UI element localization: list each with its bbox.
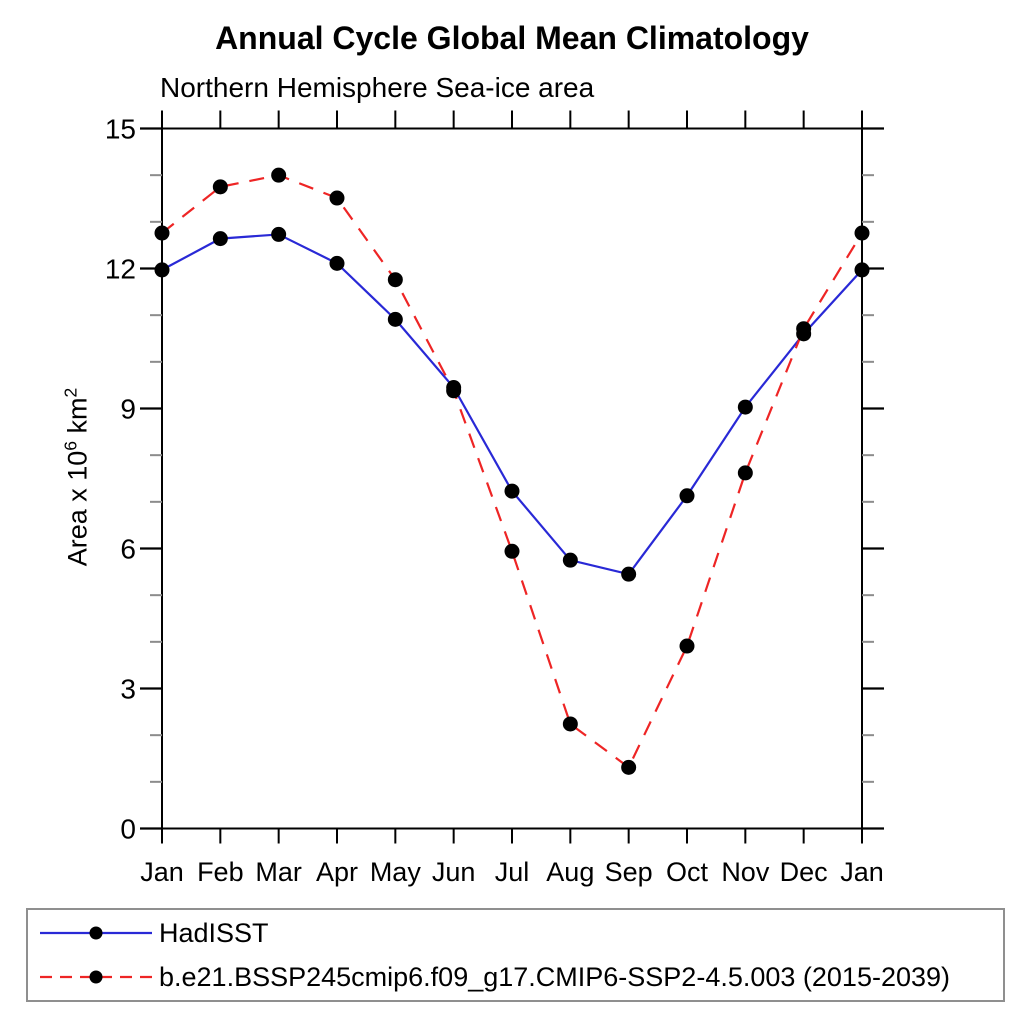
x-tick-label: Dec [780, 857, 828, 887]
x-tick-label: Aug [546, 857, 594, 887]
data-point-hadisst [387, 311, 403, 327]
data-point-model [854, 225, 870, 241]
x-tick-label: Jan [140, 857, 184, 887]
data-point-hadisst [562, 552, 578, 568]
data-point-hadisst [504, 483, 520, 499]
data-point-model [621, 759, 637, 775]
data-point-model [446, 383, 462, 399]
x-tick-label: Jan [840, 857, 884, 887]
series-line-model [161, 174, 863, 770]
y-tick-label: 15 [105, 114, 136, 145]
x-tick-label: Oct [666, 857, 709, 887]
y-tick-label: 12 [105, 254, 136, 285]
y-tick-label: 6 [120, 534, 136, 565]
data-point-hadisst [854, 262, 870, 278]
series-line-hadisst [161, 233, 863, 576]
chart-title: Annual Cycle Global Mean Climatology [215, 20, 809, 56]
data-point-hadisst [329, 255, 345, 271]
x-tick-label: Nov [721, 857, 770, 887]
data-point-model [387, 272, 403, 288]
data-point-model [212, 179, 228, 195]
legend-item-hadisst: HadISST [28, 913, 1003, 953]
data-point-model [737, 465, 753, 481]
data-point-model [329, 190, 345, 206]
x-tick-label: Jun [432, 857, 476, 887]
chart-subtitle: Northern Hemisphere Sea-ice area [160, 72, 595, 103]
legend-marker-sample [89, 970, 103, 984]
y-tick-label: 0 [120, 814, 136, 845]
x-tick-label: Feb [197, 857, 244, 887]
legend: HadISST b.e21.BSSP245cmip6.f09_g17.CMIP6… [26, 908, 1005, 1002]
data-point-hadisst [154, 262, 170, 278]
data-point-hadisst [271, 226, 287, 242]
model-line-sample-icon [40, 970, 152, 984]
data-point-model [154, 225, 170, 241]
data-point-model [796, 321, 812, 337]
x-tick-label: Mar [255, 857, 302, 887]
legend-label-model: b.e21.BSSP245cmip6.f09_g17.CMIP6-SSP2-4.… [159, 961, 951, 992]
x-tick-label: May [370, 857, 422, 887]
x-tick-label: Jul [495, 857, 530, 887]
y-tick-label: 9 [120, 394, 136, 425]
data-point-hadisst [679, 488, 695, 504]
legend-marker-sample [89, 926, 103, 940]
data-point-hadisst [737, 399, 753, 415]
data-point-hadisst [212, 231, 228, 247]
data-point-model [679, 638, 695, 654]
data-point-model [504, 543, 520, 559]
hadisst-line-sample-icon [40, 926, 152, 940]
y-tick-label: 3 [120, 674, 136, 705]
data-point-hadisst [621, 566, 637, 582]
x-tick-label: Apr [316, 857, 358, 887]
data-point-model [562, 716, 578, 732]
legend-label-hadisst: HadISST [159, 917, 269, 948]
plot-frame [161, 127, 863, 830]
x-tick-label: Sep [605, 857, 653, 887]
data-point-model [271, 167, 287, 183]
legend-item-model: b.e21.BSSP245cmip6.f09_g17.CMIP6-SSP2-4.… [28, 957, 1003, 997]
